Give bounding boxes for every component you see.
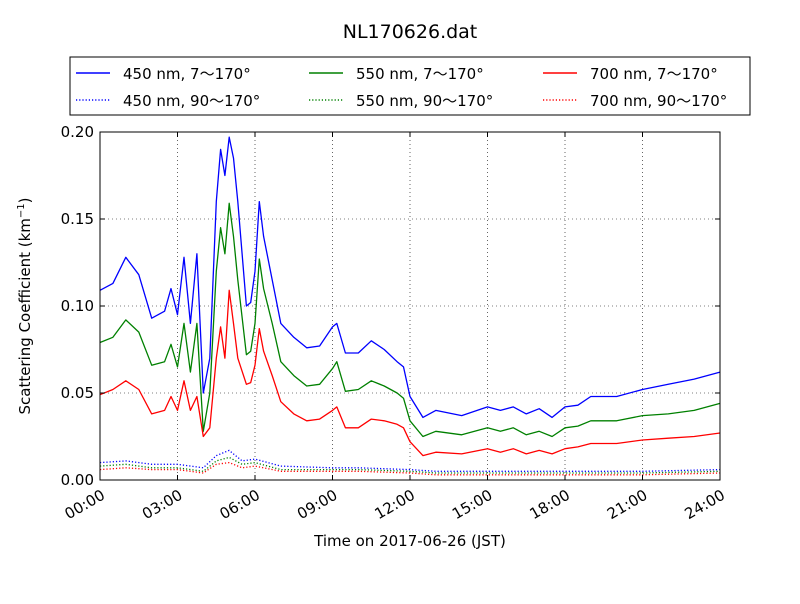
legend-label-1: 450 nm, 7～170° [123, 65, 251, 83]
legend-label-2: 550 nm, 7～170° [356, 65, 484, 83]
y-axis-label-unit-exponent: −1 [16, 203, 27, 218]
y-axis-label: Scattering Coefficient (km−1) [16, 197, 34, 414]
x-tick-label: 06:00 [217, 486, 263, 523]
y-tick-label: 0.00 [61, 471, 94, 489]
legend: 450 nm, 7～170° 550 nm, 7～170° 700 nm, 7～17… [69, 56, 751, 116]
y-axis-label-close: ) [16, 197, 34, 203]
x-tick-label: 21:00 [604, 486, 650, 523]
y-axis-label-main: Scattering Coefficient (km [16, 218, 34, 414]
x-tick-label: 24:00 [682, 486, 728, 523]
x-tick-label: 03:00 [139, 486, 185, 523]
plot-area: 0.00 0.05 0.10 0.15 0.20 00:00 03:00 06:00 09:0… [61, 123, 728, 523]
legend-label-4: 450 nm, 90～170° [123, 92, 260, 110]
series-layer [99, 136, 721, 476]
legend-label-5: 550 nm, 90～170° [356, 92, 493, 110]
x-tick-label: 12:00 [372, 486, 418, 523]
y-tick-label: 0.05 [61, 384, 94, 402]
y-tick-label: 0.15 [61, 210, 94, 228]
legend-box [69, 56, 751, 116]
series-line-3 [99, 289, 721, 457]
x-tick-label: 00:00 [62, 486, 108, 523]
chart-title: NL170626.dat [343, 21, 478, 43]
series-line-2 [99, 202, 721, 438]
legend-label-3: 700 nm, 7～170° [590, 65, 718, 83]
x-axis-label: Time on 2017-06-26 (JST) [313, 532, 506, 550]
legend-label-6: 700 nm, 90～170° [590, 92, 727, 110]
x-tick-label: 15:00 [449, 486, 495, 523]
x-tick-label: 18:00 [527, 486, 573, 523]
x-tick-label: 09:00 [294, 486, 340, 523]
y-tick-label: 0.10 [61, 297, 94, 315]
y-tick-label: 0.20 [61, 123, 94, 141]
y-axis-ticks: 0.00 0.05 0.10 0.15 0.20 [61, 123, 720, 489]
series-line-1 [99, 136, 721, 419]
legend-items: 450 nm, 7～170° 550 nm, 7～170° 700 nm, 7～17… [76, 65, 727, 110]
